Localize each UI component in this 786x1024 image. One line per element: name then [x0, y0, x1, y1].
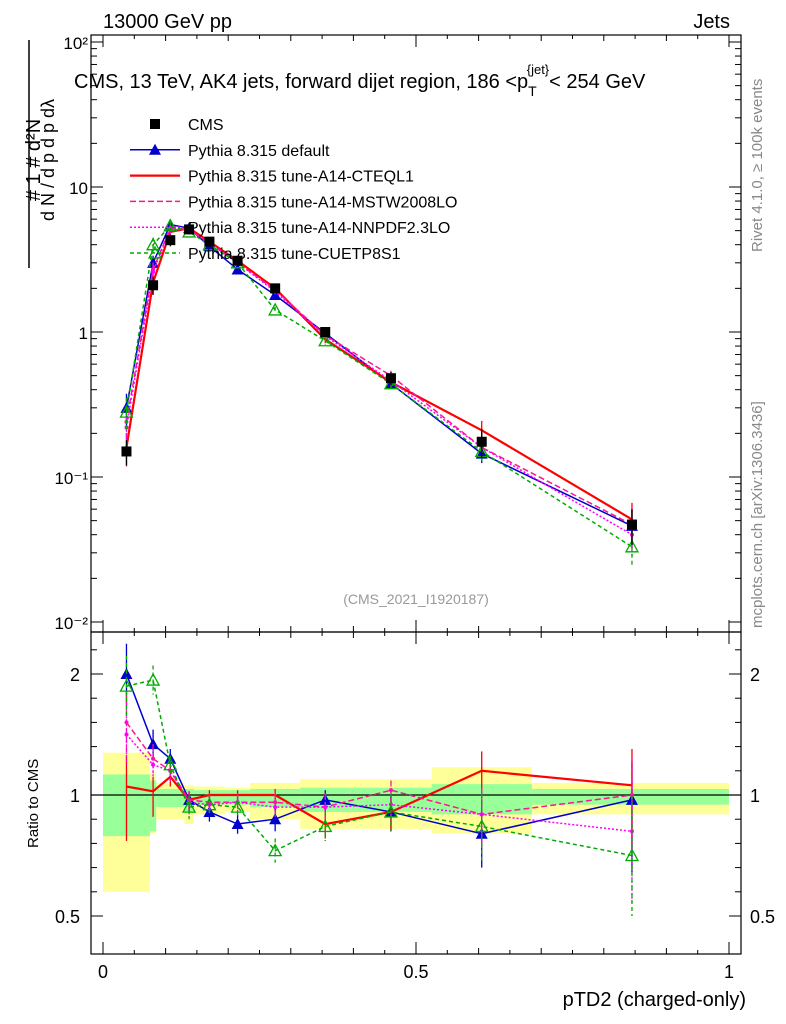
cms-point	[385, 373, 396, 384]
mcplots-label: mcplots.cern.ch [arXiv:1306.3436]	[749, 401, 766, 628]
ratio-point	[124, 732, 129, 737]
y-tick-label: 10⁻¹	[54, 469, 88, 488]
series-point	[151, 269, 156, 274]
cms-point	[148, 280, 159, 291]
rivet-version-label: Rivet 4.1.0, ≥ 100k events	[749, 79, 766, 252]
cms-point	[232, 255, 243, 266]
ratio-uncertainty-bands	[91, 752, 741, 892]
ratio-point	[181, 799, 197, 813]
ratio-point	[151, 762, 156, 767]
x-tick-label: 0.5	[403, 962, 428, 982]
ratio-point	[383, 804, 399, 818]
legend-label: Pythia 8.315 default	[188, 143, 330, 160]
chart-title: CMS, 13 TeV, AK4 jets, forward dijet reg…	[74, 62, 646, 99]
ratio-point	[163, 757, 178, 771]
cms-point	[204, 236, 215, 247]
series-line	[125, 227, 633, 521]
legend-label: Pythia 8.315 tune-A14-CTEQL1	[188, 169, 414, 186]
svg-text:d N / d p d p dλ: d N / d p d p dλ	[38, 99, 58, 221]
legend-label: Pythia 8.315 tune-A14-NNPDF2.3LO	[188, 220, 450, 237]
legend-marker-cms	[150, 119, 160, 129]
main-series-group	[119, 218, 640, 565]
ratio-point	[231, 818, 244, 830]
series-point	[119, 404, 134, 418]
y-tick-label: 10	[69, 179, 88, 198]
header-right: Jets	[693, 11, 730, 33]
legend-marker	[149, 143, 161, 155]
header-left: 13000 GeV pp	[103, 11, 232, 33]
ratio-point	[268, 843, 283, 857]
ratio-point	[230, 799, 245, 813]
x-tick-label: 0	[98, 962, 108, 982]
ratio-point	[624, 848, 640, 862]
ratio-y-tick-label-right: 2	[750, 665, 760, 685]
ratio-series-group	[119, 643, 640, 916]
y-tick-label: 10²	[63, 34, 88, 53]
series-point	[268, 302, 283, 316]
ratio-line	[126, 679, 633, 857]
ratio-y-tick-label-right: 1	[750, 786, 760, 806]
cms-point	[184, 224, 195, 235]
x-axis-title: pTD2 (charged-only)	[563, 989, 746, 1011]
ratio-series-4	[119, 655, 640, 916]
ratio-y-tick-label: 1	[70, 786, 80, 806]
series-0	[120, 218, 638, 549]
cms-point	[320, 327, 331, 337]
ratio-point	[273, 800, 278, 805]
cms-point	[121, 446, 132, 457]
analysis-id: (CMS_2021_I1920187)	[343, 591, 489, 607]
ratio-point	[269, 813, 282, 825]
cms-point	[165, 235, 176, 246]
series-3	[124, 224, 634, 558]
cms-point	[626, 519, 637, 530]
ratio-point	[145, 672, 161, 686]
series-4	[119, 218, 640, 565]
ratio-point	[147, 738, 160, 750]
ratio-y-axis-title: Ratio to CMS	[25, 759, 42, 848]
legend-label: CMS	[188, 117, 224, 134]
ratio-point	[323, 805, 328, 810]
series-point	[624, 539, 640, 553]
y-tick-label: 1	[79, 324, 88, 343]
y-tick-label: 10⁻²	[54, 614, 88, 633]
ratio-point	[318, 819, 333, 833]
ratio-point	[119, 678, 134, 692]
ratio-point	[474, 819, 489, 833]
ratio-point	[479, 812, 484, 817]
series-line	[125, 224, 633, 548]
cms-data	[121, 224, 637, 545]
axes: 10⁻² 10⁻¹ 1 10 10² 0 0.5 1 0.5 0.5 1 1 2 2	[54, 34, 775, 982]
ratio-point	[273, 805, 278, 810]
series-1	[125, 225, 633, 542]
series-point	[163, 218, 178, 232]
cms-point	[270, 283, 281, 294]
ratio-y-tick-label: 2	[70, 665, 80, 685]
ratio-point	[202, 797, 217, 811]
series-point	[318, 333, 333, 347]
legend-marker	[147, 245, 163, 259]
series-2	[124, 223, 634, 548]
ratio-point	[124, 720, 129, 725]
legend-label: Pythia 8.315 tune-A14-MSTW2008LO	[188, 194, 457, 211]
ratio-series-0	[120, 643, 638, 873]
ratio-y-tick-label: 0.5	[55, 907, 80, 927]
legend: CMS Pythia 8.315 default Pythia 8.315 tune…	[130, 117, 457, 263]
series-point	[231, 263, 244, 275]
x-tick-label: 1	[724, 962, 734, 982]
ratio-y-tick-label-right: 0.5	[750, 907, 775, 927]
ratio-band-inner	[156, 788, 185, 808]
cms-point	[476, 436, 487, 447]
legend-label: Pythia 8.315 tune-CUETP8S1	[188, 246, 401, 263]
